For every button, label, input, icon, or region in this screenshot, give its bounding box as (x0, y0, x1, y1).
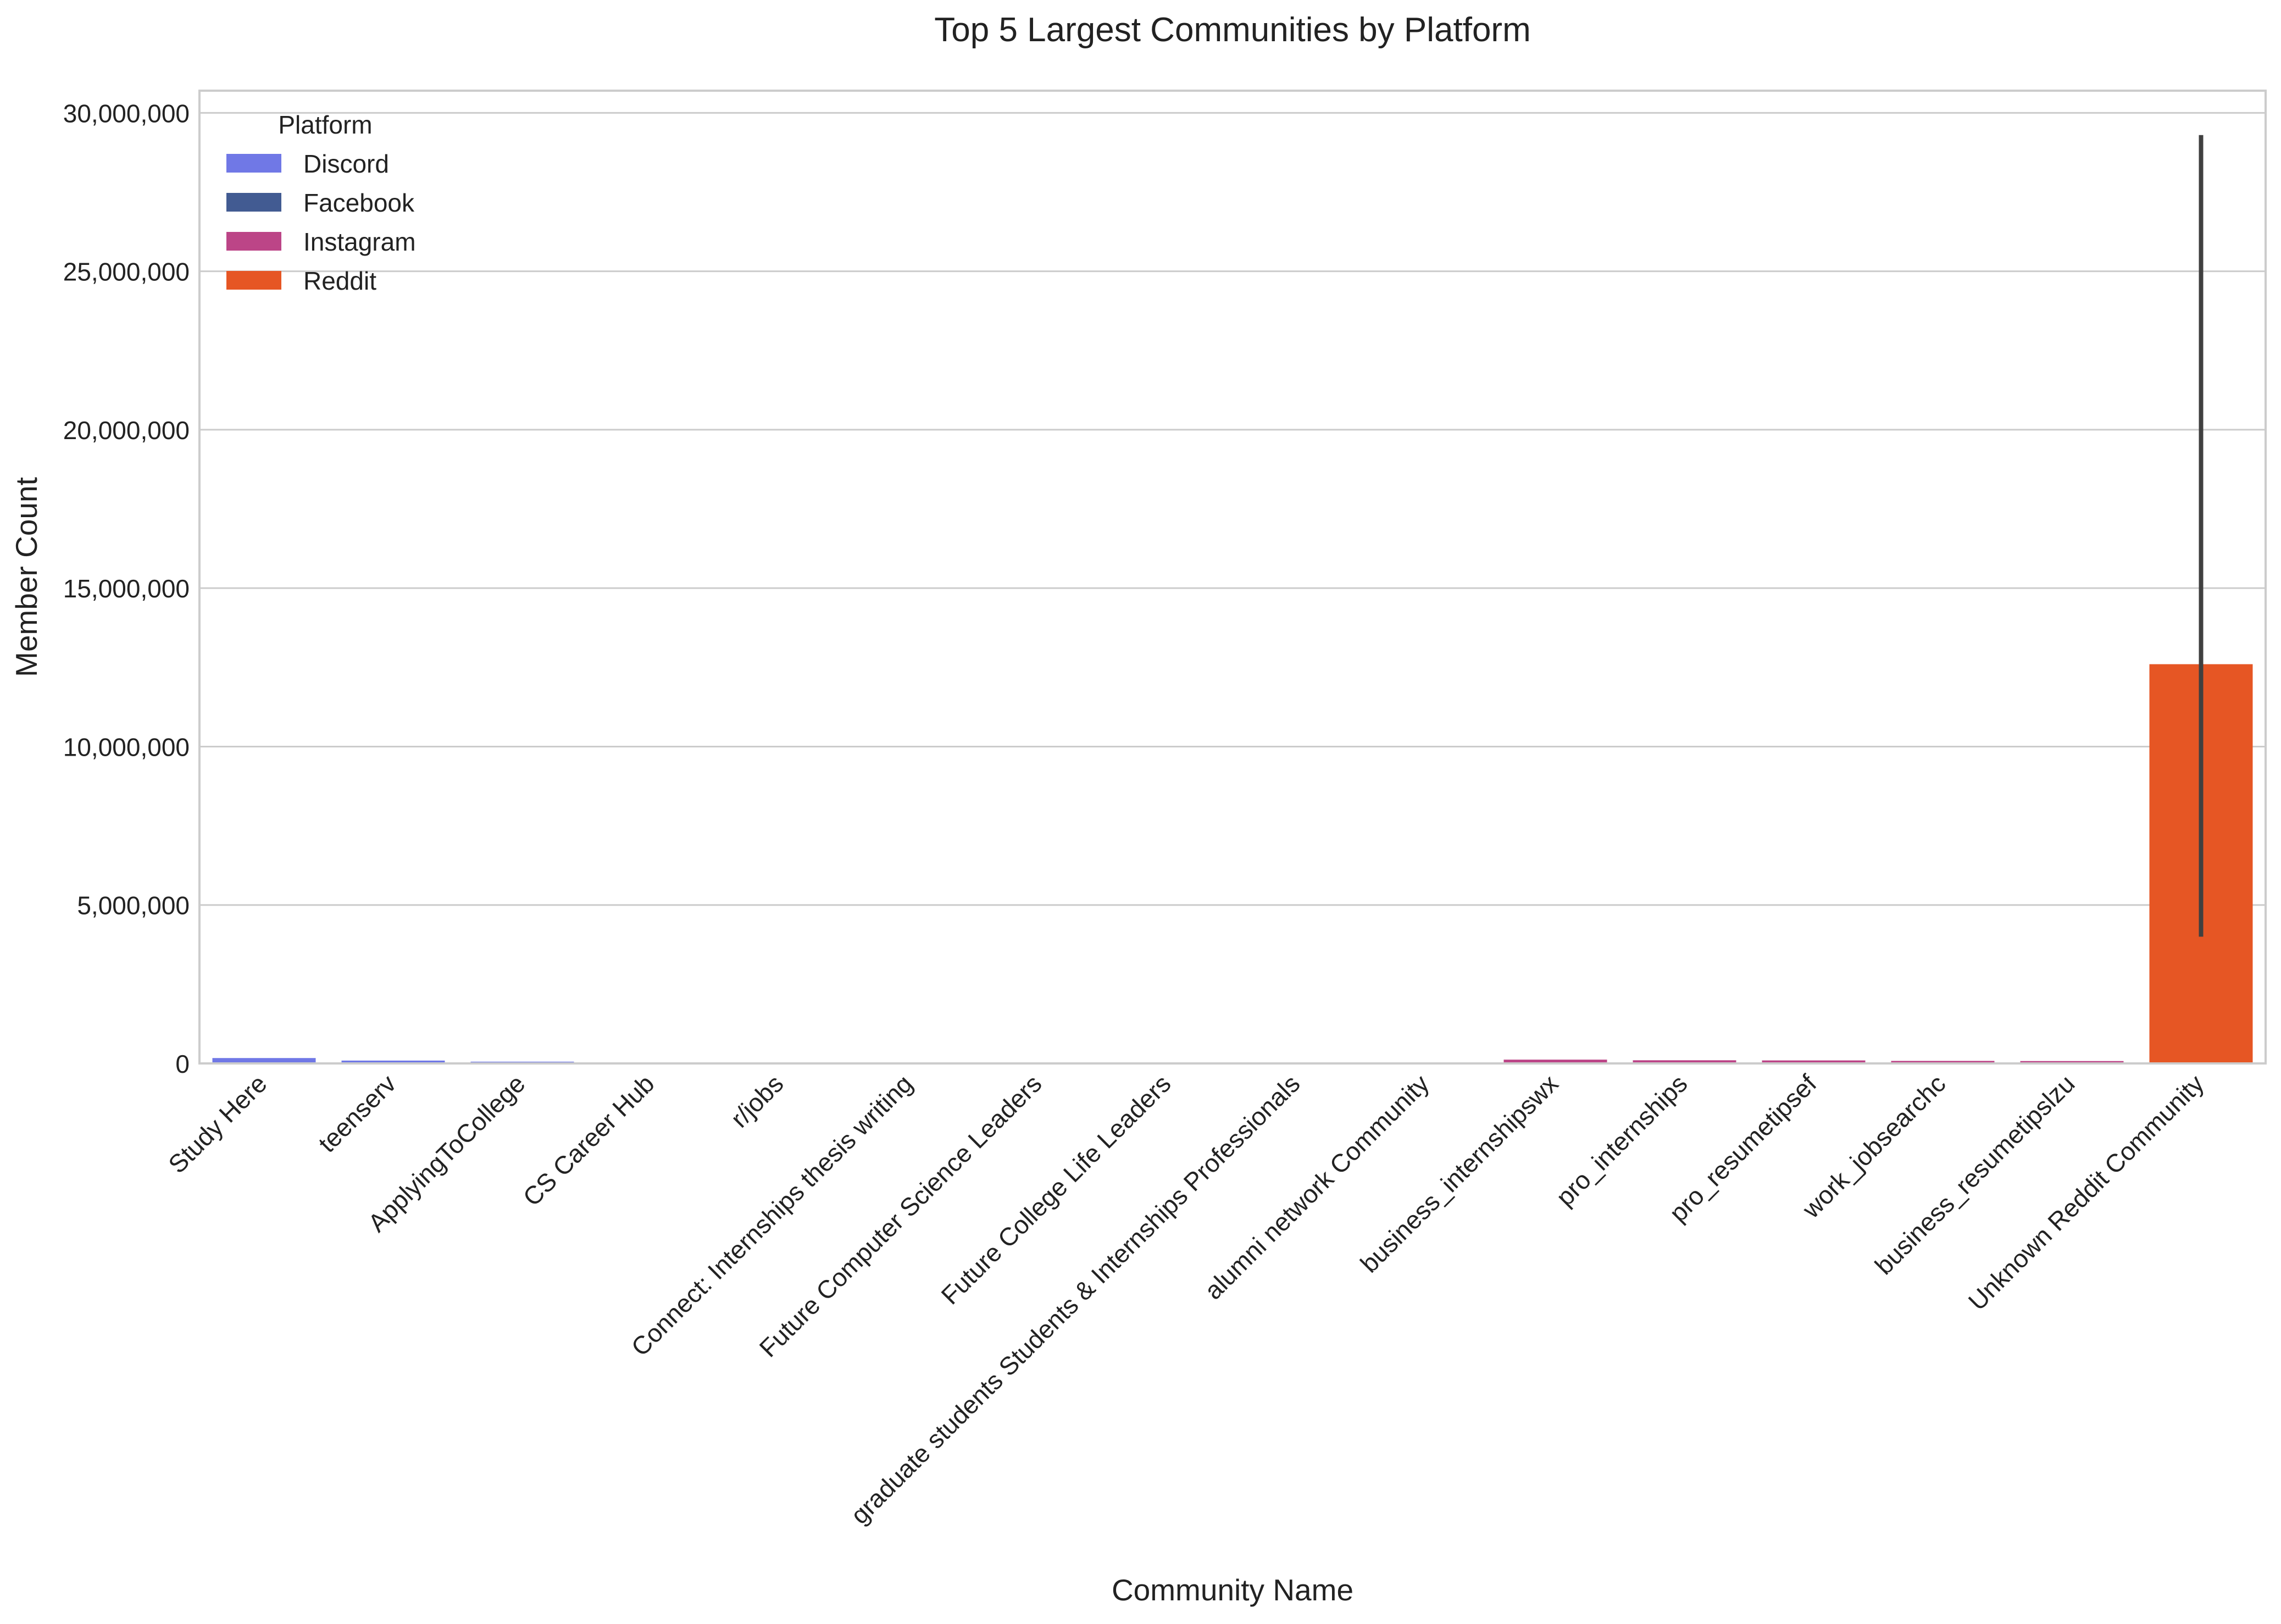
x-axis-label: Community Name (1112, 1573, 1353, 1607)
y-axis-label: Member Count (9, 477, 43, 677)
y-tick-label: 10,000,000 (63, 733, 190, 761)
bar (1762, 1060, 1866, 1063)
bar (2020, 1061, 2124, 1063)
legend-label: Instagram (303, 228, 416, 256)
y-tick-label: 25,000,000 (63, 258, 190, 286)
bar (1633, 1060, 1736, 1063)
y-tick-labels: 0 5,000,000 10,000,000 15,000,000 20,000,000… (63, 99, 190, 1078)
legend: Platform Discord Facebook Instagram Reddit (226, 110, 416, 295)
legend-label: Discord (303, 149, 389, 178)
y-tick-label: 0 (175, 1050, 190, 1078)
y-tick-label: 20,000,000 (63, 416, 190, 445)
y-tick-label: 15,000,000 (63, 574, 190, 603)
legend-title: Platform (278, 110, 372, 139)
y-tick-label: 30,000,000 (63, 99, 190, 128)
bar (1891, 1061, 1995, 1063)
legend-label: Facebook (303, 189, 415, 217)
bar (1503, 1060, 1607, 1063)
legend-swatch (226, 271, 281, 290)
legend-swatch (226, 232, 281, 251)
legend-swatch (226, 193, 281, 212)
axes-frame (198, 90, 2267, 1065)
bar (212, 1058, 316, 1063)
y-tick-label: 5,000,000 (77, 891, 190, 920)
legend-label: Reddit (303, 267, 376, 295)
legend-swatch (226, 154, 281, 173)
chart-title: Top 5 Largest Communities by Platform (934, 11, 1530, 49)
bar (341, 1060, 445, 1063)
